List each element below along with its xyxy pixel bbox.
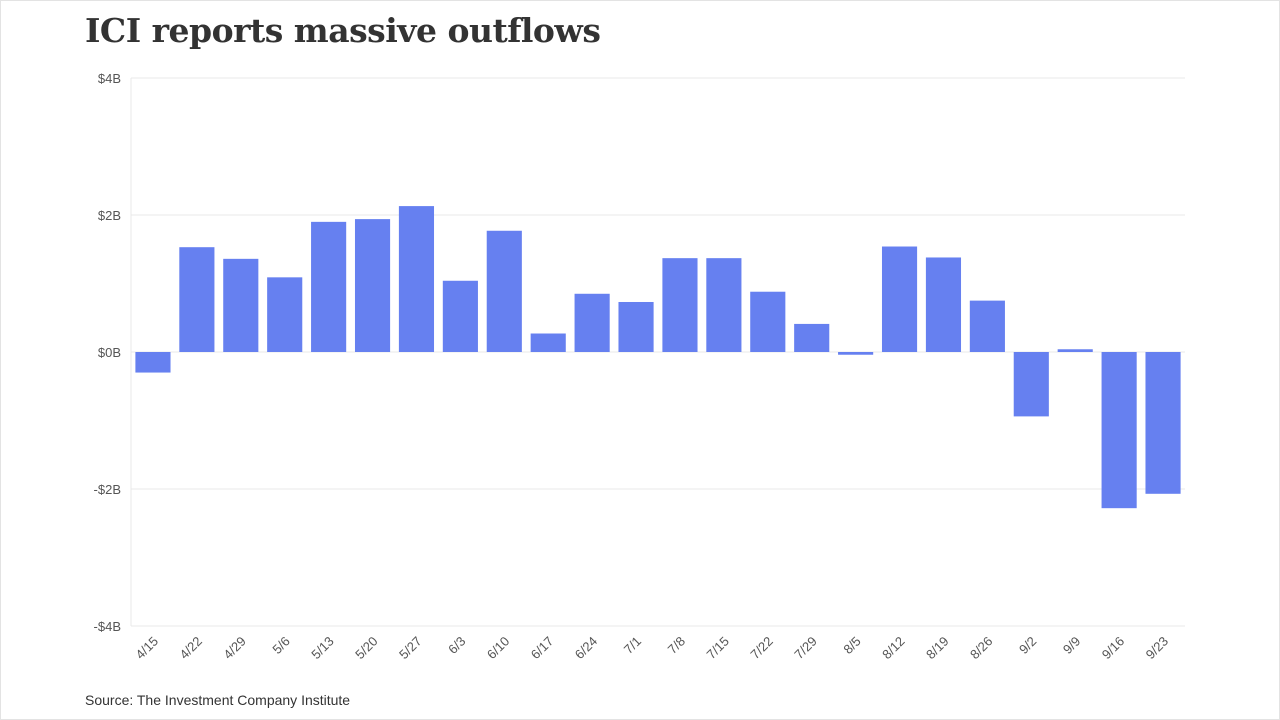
- bar: [442, 280, 478, 352]
- bar-chart: $4B $2B $0B -$2B -$4B 4/15 4/22 4/29 5/6 5/13 5/2…: [94, 71, 1185, 663]
- y-tick-label: $2B: [98, 208, 121, 223]
- bar: [838, 352, 874, 355]
- bar: [223, 258, 259, 352]
- bar: [486, 230, 522, 352]
- bar: [179, 247, 215, 352]
- bar: [1101, 352, 1137, 509]
- chart-title: ICI reports massive outflows: [85, 11, 601, 50]
- x-tick-label: 7/8: [665, 634, 688, 657]
- bar: [618, 301, 654, 352]
- x-tick-label: 5/27: [396, 634, 425, 663]
- y-tick-label: -$4B: [94, 619, 121, 634]
- bar: [135, 352, 171, 373]
- bar: [267, 277, 303, 352]
- x-tick-label: 6/3: [445, 634, 468, 657]
- y-axis-ticks: $4B $2B $0B -$2B -$4B: [94, 71, 121, 634]
- x-tick-label: 4/29: [220, 634, 249, 663]
- bar: [969, 300, 1005, 352]
- x-axis-ticks: 4/15 4/22 4/29 5/6 5/13 5/20 5/27 6/3 6/10 6/17 6/…: [133, 634, 1172, 663]
- x-tick-label: 4/22: [176, 634, 205, 663]
- x-tick-label: 9/23: [1143, 634, 1172, 663]
- x-tick-label: 7/22: [747, 634, 776, 663]
- bar: [1145, 352, 1181, 494]
- bar: [881, 246, 918, 352]
- x-tick-label: 4/15: [133, 634, 162, 663]
- bar: [311, 221, 347, 352]
- y-tick-label: $0B: [98, 345, 121, 360]
- bar: [530, 333, 566, 352]
- bar: [574, 293, 610, 352]
- x-tick-label: 7/29: [791, 634, 820, 663]
- x-tick-label: 8/12: [879, 634, 908, 663]
- x-tick-label: 8/26: [967, 634, 996, 663]
- bar: [750, 291, 786, 352]
- x-tick-label: 5/20: [352, 634, 381, 663]
- bars: [135, 206, 1181, 509]
- x-tick-label: 6/17: [528, 634, 557, 663]
- bar: [794, 323, 830, 352]
- x-tick-label: 5/6: [269, 634, 292, 657]
- source-note: Source: The Investment Company Institute: [85, 692, 351, 708]
- bar: [662, 258, 698, 352]
- bar: [354, 219, 391, 352]
- bar: [1057, 349, 1093, 352]
- x-tick-label: 6/10: [484, 634, 513, 663]
- x-tick-label: 8/19: [923, 634, 952, 663]
- y-tick-label: -$2B: [94, 482, 121, 497]
- x-tick-label: 9/16: [1099, 634, 1128, 663]
- x-tick-label: 7/1: [621, 634, 644, 657]
- bar: [925, 257, 962, 352]
- bar: [398, 206, 435, 352]
- x-tick-label: 5/13: [308, 634, 337, 663]
- bar: [1013, 352, 1049, 417]
- x-tick-label: 9/9: [1060, 634, 1083, 657]
- x-tick-label: 8/5: [840, 634, 863, 657]
- y-tick-label: $4B: [98, 71, 121, 86]
- x-tick-label: 6/24: [572, 634, 601, 663]
- gridlines: [130, 77, 1185, 627]
- bar: [706, 258, 742, 352]
- x-tick-label: 7/15: [703, 634, 732, 663]
- x-tick-label: 9/2: [1016, 634, 1039, 657]
